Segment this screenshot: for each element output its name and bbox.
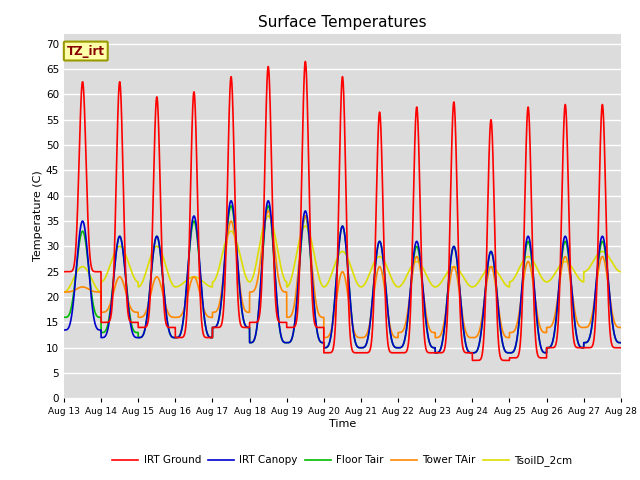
- Legend: IRT Ground, IRT Canopy, Floor Tair, Tower TAir, TsoilD_2cm: IRT Ground, IRT Canopy, Floor Tair, Towe…: [108, 451, 577, 470]
- Floor Tair: [60, 314, 68, 320]
- Tower TAir: [468, 335, 476, 340]
- TsoilD_2cm: [467, 284, 475, 289]
- IRT Canopy: [431, 350, 439, 356]
- Floor Tair: [436, 346, 444, 352]
- IRT Canopy: [617, 340, 625, 346]
- Tower TAir: [322, 335, 330, 340]
- Tower TAir: [160, 296, 168, 302]
- Floor Tair: [468, 350, 476, 356]
- IRT Canopy: [160, 289, 168, 295]
- IRT Ground: [468, 358, 476, 363]
- TsoilD_2cm: [617, 269, 625, 275]
- IRT Ground: [436, 350, 444, 356]
- Floor Tair: [616, 340, 624, 346]
- Line: Tower TAir: Tower TAir: [64, 211, 621, 337]
- Floor Tair: [617, 340, 625, 346]
- Tower TAir: [499, 329, 507, 335]
- Floor Tair: [227, 203, 235, 209]
- IRT Ground: [617, 345, 625, 350]
- Floor Tair: [322, 345, 330, 350]
- IRT Ground: [616, 345, 624, 350]
- Line: IRT Ground: IRT Ground: [64, 61, 621, 360]
- Tower TAir: [617, 324, 625, 330]
- Tower TAir: [436, 332, 444, 338]
- Tower TAir: [60, 289, 68, 295]
- IRT Ground: [467, 350, 475, 356]
- IRT Canopy: [322, 345, 330, 350]
- Tower TAir: [616, 324, 624, 330]
- Line: IRT Canopy: IRT Canopy: [64, 201, 621, 353]
- TsoilD_2cm: [264, 213, 272, 219]
- IRT Canopy: [468, 350, 476, 356]
- TsoilD_2cm: [436, 280, 444, 286]
- Floor Tair: [160, 289, 168, 295]
- Text: TZ_irt: TZ_irt: [67, 45, 105, 58]
- TsoilD_2cm: [60, 289, 68, 295]
- IRT Ground: [160, 303, 168, 309]
- IRT Canopy: [499, 342, 507, 348]
- Y-axis label: Temperature (C): Temperature (C): [33, 170, 43, 262]
- TsoilD_2cm: [616, 269, 624, 275]
- IRT Ground: [322, 350, 330, 356]
- TsoilD_2cm: [499, 278, 507, 284]
- Tower TAir: [320, 335, 328, 340]
- Title: Surface Temperatures: Surface Temperatures: [258, 15, 427, 30]
- IRT Canopy: [436, 346, 444, 352]
- IRT Canopy: [227, 198, 235, 204]
- IRT Ground: [60, 269, 68, 275]
- TsoilD_2cm: [322, 283, 330, 289]
- Line: TsoilD_2cm: TsoilD_2cm: [64, 216, 621, 292]
- IRT Canopy: [60, 327, 68, 333]
- Tower TAir: [264, 208, 272, 214]
- Floor Tair: [499, 342, 507, 348]
- X-axis label: Time: Time: [329, 419, 356, 429]
- Line: Floor Tair: Floor Tair: [64, 206, 621, 353]
- IRT Canopy: [616, 340, 624, 346]
- IRT Ground: [499, 358, 507, 363]
- TsoilD_2cm: [160, 257, 168, 263]
- IRT Ground: [301, 59, 309, 64]
- Floor Tair: [431, 350, 439, 356]
